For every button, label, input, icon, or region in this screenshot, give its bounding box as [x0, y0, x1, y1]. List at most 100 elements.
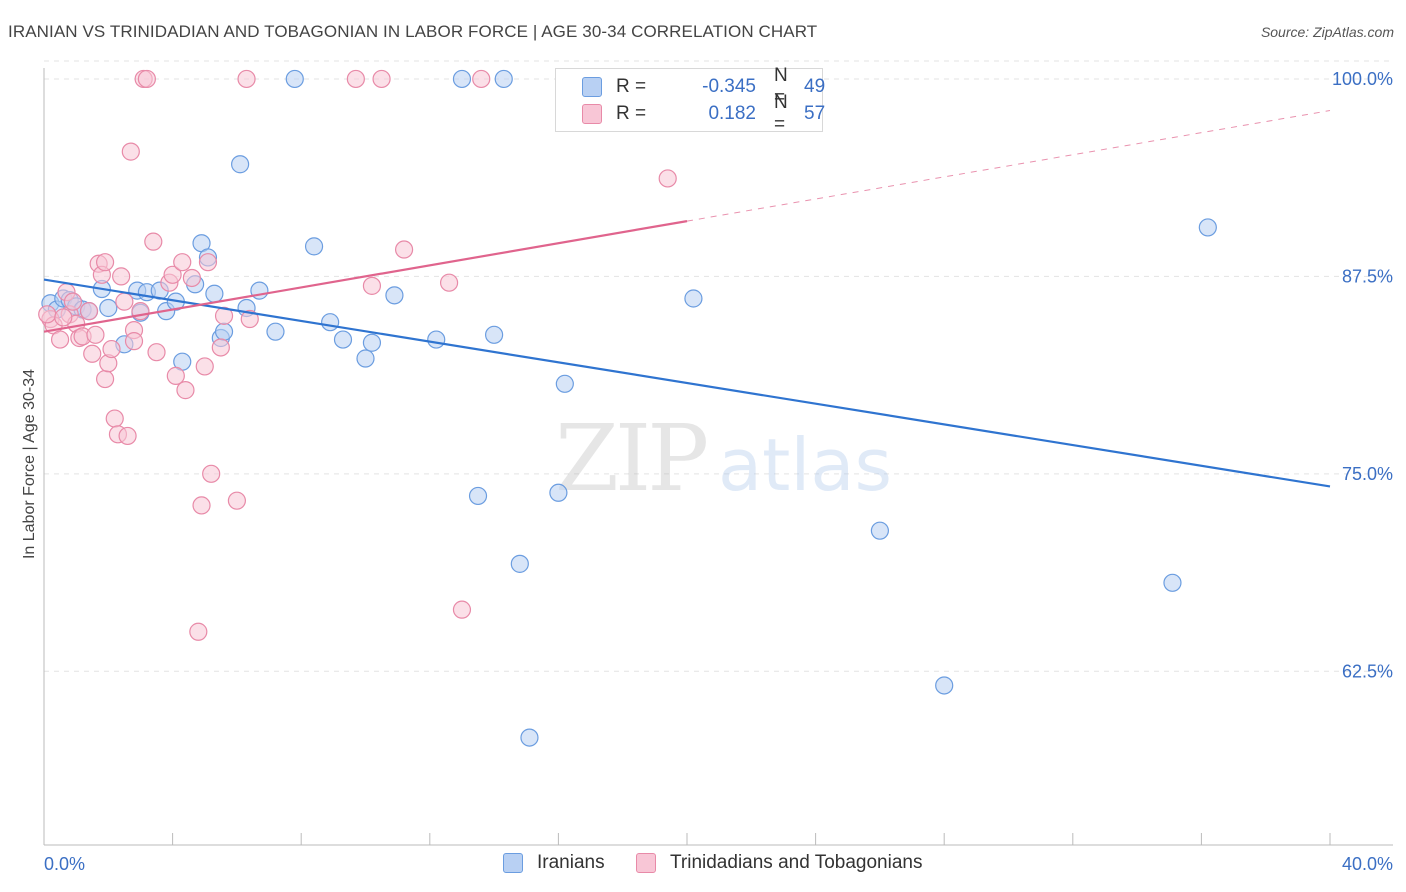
iranian-point [468, 486, 488, 506]
watermark-zip: ZIP [555, 405, 706, 512]
trinidadian-point [198, 253, 218, 272]
legend-swatch-trinidadians [636, 853, 656, 873]
trinidadian-point [166, 366, 185, 385]
y-tick-label: 87.5% [1342, 266, 1393, 286]
iranian-point [494, 69, 513, 89]
trinidadian-point [95, 253, 115, 272]
trinidadian-point [115, 292, 134, 311]
y-tick-label: 100.0% [1332, 69, 1393, 89]
trinidadian-point [144, 232, 163, 251]
legend-r-label: R = [616, 76, 647, 97]
iranian-point [385, 286, 404, 305]
trinidadian-point [346, 69, 365, 89]
iranian-point [452, 69, 472, 89]
iranian-point [870, 521, 890, 540]
trinidadian-point [86, 325, 105, 344]
data-points [38, 69, 1217, 747]
trinidadian-point [176, 381, 195, 400]
iranian-point [1163, 573, 1182, 592]
grid-lines [44, 60, 1390, 672]
iranian-point [935, 676, 954, 695]
iranian-point [555, 374, 574, 393]
iranian-point [266, 322, 285, 341]
source-label: Source: ZipAtlas.com [1260, 24, 1394, 40]
legend-row-iranians: R = -0.345 N = 49 [582, 65, 825, 108]
trinidadian-point [163, 265, 182, 284]
legend-item-iranians: Iranians [503, 852, 605, 874]
iranian-point [333, 330, 353, 349]
trinidadian-point [227, 491, 246, 510]
trinidadian-point [202, 464, 221, 483]
trinidadian-point [195, 357, 214, 376]
legend-n-label: N = [774, 92, 788, 135]
trinidadian-point [54, 308, 73, 327]
trinidadian-point [658, 169, 677, 188]
iranian-point [1198, 218, 1217, 237]
series-legend: Iranians Trinidadians and Tobagonians [0, 852, 1406, 876]
legend-swatch-trinidadians [582, 104, 602, 124]
trinidadian-point [95, 369, 115, 389]
correlation-legend: R = -0.345 N = 49 R = 0.182 N = 57 [555, 65, 826, 135]
iranian-point [285, 69, 304, 89]
trinidadian-point [192, 496, 211, 515]
legend-r-label: R = [616, 103, 647, 124]
legend-n-value: 57 [804, 103, 826, 124]
trinidadian-point [83, 344, 102, 363]
iranian-point [485, 325, 504, 344]
axes [43, 68, 1393, 846]
iranian-point [304, 237, 324, 256]
iranian-point [321, 313, 340, 332]
chart-title: IRANIAN VS TRINIDADIAN AND TOBAGONIAN IN… [8, 22, 818, 41]
trinidadian-point [394, 240, 414, 259]
trinidadian-point [38, 305, 57, 324]
y-tick-label: 75.0% [1342, 464, 1393, 484]
trinidadian-point [102, 339, 121, 359]
iranian-point [520, 728, 539, 747]
trinidadian-point [240, 309, 259, 329]
trend-lines [43, 110, 1331, 488]
iranian-point [99, 298, 118, 318]
trinidadian-point [112, 267, 131, 286]
legend-r-value: -0.345 [702, 76, 756, 97]
tick-labels: 62.5% 75.0% 87.5% 100.0% 0.0% 40.0% [44, 69, 1393, 874]
iranian-point [205, 284, 224, 303]
trinidadian-point [182, 268, 201, 288]
trinidadian-point [105, 409, 124, 428]
iranian-point [684, 289, 703, 308]
trinidadian-point [472, 69, 491, 89]
trinidadian-point [237, 69, 256, 89]
y-axis-label: In Labor Force | Age 30-34 [21, 368, 38, 560]
iranian-point [510, 554, 529, 573]
trinidadian-point [189, 622, 208, 641]
legend-n-label: N = [774, 65, 788, 108]
legend-row-trinidadians: R = 0.182 N = 57 [582, 92, 826, 135]
iranian-point [362, 333, 382, 352]
trinidadian-point [50, 330, 70, 349]
legend-label-trinidadians: Trinidadians and Tobagonians [670, 852, 923, 873]
iranian-point [427, 330, 446, 349]
trinidadian-point [63, 292, 83, 311]
legend-item-trinidadians: Trinidadians and Tobagonians [636, 852, 922, 874]
trinidadian-point [121, 142, 140, 161]
iranian-point [356, 349, 375, 368]
trinidadian-point [124, 332, 144, 351]
iranian-point [214, 322, 234, 341]
y-tick-label: 62.5% [1342, 661, 1393, 681]
iranian-point [549, 483, 568, 502]
trinidadian-point [118, 426, 137, 446]
iranian-trend-line [43, 278, 1331, 488]
trinidadian-point [214, 306, 234, 325]
trinidadian-point [452, 600, 472, 619]
legend-r-value: 0.182 [708, 103, 756, 124]
trinidadian-point [79, 302, 99, 321]
trinidadian-point [211, 338, 230, 357]
watermark: ZIP atlas [555, 405, 892, 512]
x-tick-label: 0.0% [44, 854, 85, 874]
legend-swatch-iranians [503, 853, 523, 873]
watermark-atlas: atlas [718, 423, 892, 507]
trinidadian-point [362, 276, 382, 295]
legend-label-iranians: Iranians [537, 852, 605, 873]
trinidadian-point [147, 343, 166, 362]
trinidadian-point [372, 69, 391, 89]
trinidadian-trend-line [43, 220, 688, 333]
